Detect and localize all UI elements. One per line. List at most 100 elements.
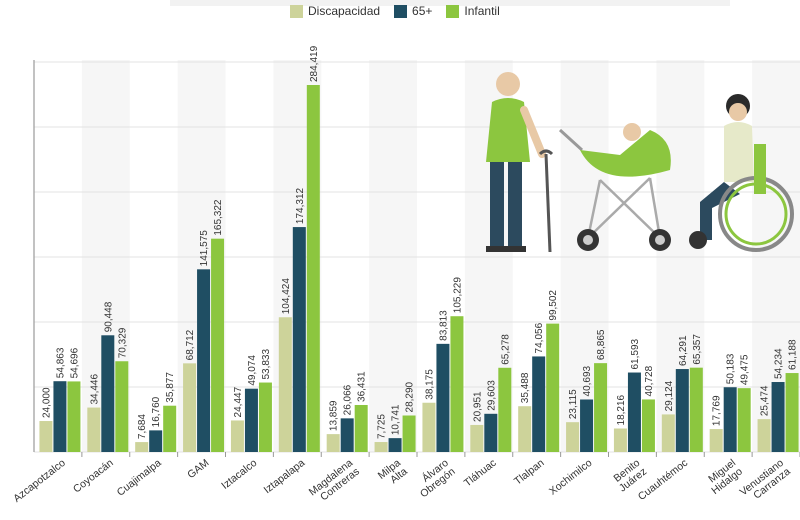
elderly-man-with-cane-icon bbox=[486, 72, 554, 253]
bar-infantil bbox=[211, 238, 225, 452]
category-label: Tláhuac bbox=[462, 457, 499, 489]
baby-stroller-icon bbox=[558, 123, 671, 251]
bar-discapacidad bbox=[135, 442, 149, 452]
data-label-infantil: 61,188 bbox=[788, 339, 799, 370]
bar-infantil bbox=[306, 85, 320, 452]
category-label: VenustianoCarranza bbox=[738, 457, 793, 507]
data-label-65plus: 29,603 bbox=[486, 380, 497, 411]
data-label-infantil: 284,419 bbox=[309, 45, 320, 82]
bar-infantil bbox=[163, 405, 177, 452]
data-label-infantil: 68,865 bbox=[596, 329, 607, 360]
data-label-infantil: 65,278 bbox=[500, 334, 511, 365]
data-label-infantil: 99,502 bbox=[548, 290, 559, 321]
category-labels: Azcapotzalco Coyoacán Cuajimalpa GAM Iztacal… bbox=[11, 456, 793, 507]
category-label: MilpaAlta bbox=[376, 457, 410, 491]
data-label-65plus: 54,863 bbox=[55, 347, 66, 378]
data-label-discapacidad: 29,124 bbox=[664, 380, 675, 411]
legend-swatch-infantil bbox=[446, 4, 460, 18]
data-label-discapacidad: 38,175 bbox=[424, 369, 435, 400]
bar-discapacidad bbox=[278, 317, 292, 452]
data-label-65plus: 141,575 bbox=[199, 230, 210, 267]
data-label-65plus: 64,291 bbox=[678, 335, 689, 366]
category-label: Xochimilco bbox=[547, 457, 595, 498]
bar-infantil bbox=[402, 415, 416, 452]
legend-swatch-discapacidad bbox=[290, 4, 303, 18]
data-label-infantil: 54,696 bbox=[69, 347, 80, 378]
bar-discapacidad bbox=[709, 429, 723, 452]
bar-infantil bbox=[498, 367, 512, 452]
data-label-discapacidad: 24,000 bbox=[41, 387, 52, 418]
data-label-discapacidad: 13,859 bbox=[329, 400, 340, 431]
bar-infantil bbox=[594, 363, 608, 452]
data-label-65plus: 26,066 bbox=[343, 384, 354, 415]
bar-65plus bbox=[580, 399, 594, 452]
legend-item-infantil: Infantil bbox=[446, 4, 500, 18]
bar-65plus bbox=[675, 369, 689, 452]
category-label: Tlalpan bbox=[512, 457, 547, 488]
category-label: Iztacalco bbox=[219, 457, 259, 492]
bar-infantil bbox=[450, 316, 464, 452]
data-label-discapacidad: 7,725 bbox=[377, 414, 388, 439]
legend: Discapacidad 65+ Infantil bbox=[290, 4, 500, 18]
bar-65plus bbox=[53, 381, 67, 452]
bar-infantil bbox=[354, 404, 368, 452]
category-label: Iztapalapa bbox=[262, 457, 308, 496]
category-label: Coyoacán bbox=[71, 457, 116, 496]
category-label: MagdalenaContreras bbox=[307, 457, 362, 507]
bar-infantil bbox=[689, 367, 703, 452]
wheelchair-user-icon bbox=[689, 94, 794, 252]
data-label-infantil: 53,833 bbox=[261, 349, 272, 380]
bar-65plus bbox=[388, 438, 402, 452]
category-label: Cuauhtémoc bbox=[636, 457, 690, 503]
bar-65plus bbox=[484, 413, 498, 452]
data-label-discapacidad: 68,712 bbox=[185, 329, 196, 360]
bar-discapacidad bbox=[566, 422, 580, 452]
bar-65plus bbox=[101, 335, 115, 452]
bar-infantil bbox=[641, 399, 655, 452]
data-label-discapacidad: 23,115 bbox=[568, 389, 579, 419]
bar-discapacidad bbox=[183, 363, 197, 452]
bar-65plus bbox=[149, 430, 163, 452]
category-label: Cuajimalpa bbox=[115, 457, 164, 499]
data-label-65plus: 61,593 bbox=[630, 338, 641, 369]
data-label-65plus: 74,056 bbox=[534, 322, 545, 353]
data-label-discapacidad: 34,446 bbox=[89, 374, 100, 405]
data-label-discapacidad: 17,769 bbox=[712, 395, 723, 426]
bar-infantil bbox=[115, 361, 129, 452]
legend-item-discapacidad: Discapacidad bbox=[290, 4, 380, 18]
bars bbox=[39, 85, 799, 452]
data-label-infantil: 65,357 bbox=[692, 334, 703, 365]
bar-discapacidad bbox=[422, 402, 436, 452]
top-band bbox=[170, 0, 730, 6]
bar-65plus bbox=[292, 227, 306, 452]
category-label: GAM bbox=[185, 457, 211, 481]
bar-discapacidad bbox=[39, 421, 53, 452]
data-label-65plus: 10,741 bbox=[391, 404, 402, 435]
data-label-infantil: 70,329 bbox=[117, 327, 128, 358]
data-label-infantil: 49,475 bbox=[740, 354, 751, 385]
data-label-65plus: 54,234 bbox=[774, 348, 785, 379]
bar-infantil bbox=[737, 388, 751, 452]
bar-65plus bbox=[532, 356, 546, 452]
bar-discapacidad bbox=[518, 406, 532, 452]
data-label-65plus: 16,760 bbox=[151, 396, 162, 427]
bar-discapacidad bbox=[230, 420, 244, 452]
bar-discapacidad bbox=[661, 414, 675, 452]
bar-65plus bbox=[244, 388, 258, 452]
data-label-infantil: 105,229 bbox=[452, 277, 463, 314]
data-label-discapacidad: 7,684 bbox=[137, 414, 148, 439]
bar-infantil bbox=[546, 323, 560, 452]
bar-discapacidad bbox=[374, 442, 388, 452]
data-label-discapacidad: 25,474 bbox=[760, 385, 771, 416]
data-label-65plus: 83,813 bbox=[438, 310, 449, 341]
category-label: Azcapotzalco bbox=[11, 457, 68, 505]
data-label-65plus: 49,074 bbox=[247, 355, 258, 386]
bar-65plus bbox=[197, 269, 211, 452]
data-label-65plus: 40,693 bbox=[582, 365, 593, 396]
bar-infantil bbox=[67, 381, 81, 452]
bar-65plus bbox=[436, 343, 450, 452]
bar-discapacidad bbox=[613, 428, 627, 452]
legend-item-65plus: 65+ bbox=[394, 4, 432, 18]
